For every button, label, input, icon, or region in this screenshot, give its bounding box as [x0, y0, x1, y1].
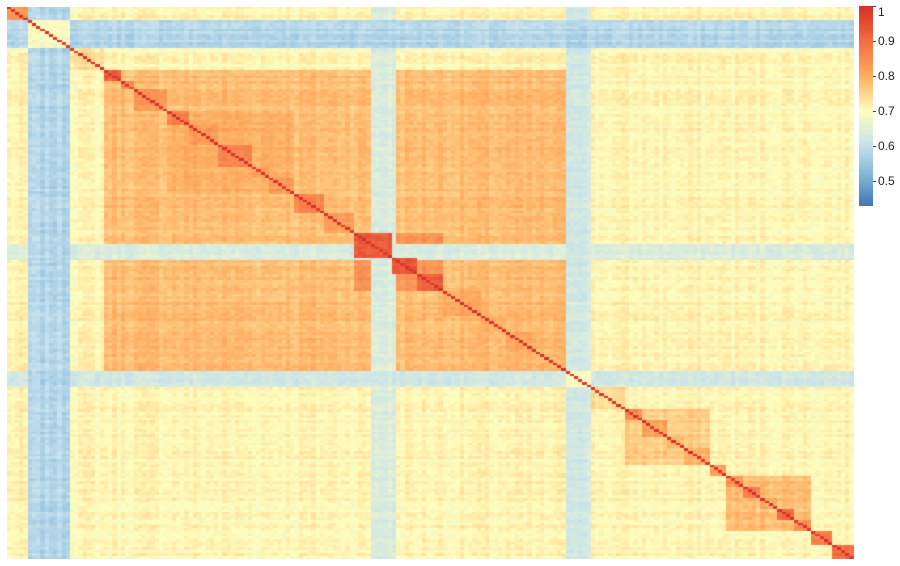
colorbar-tick-label: 0.9	[878, 34, 895, 48]
colorbar-tick-mark	[873, 111, 876, 112]
colorbar-tick-mark	[873, 6, 876, 7]
colorbar-tick-label: 0.5	[878, 174, 895, 188]
colorbar-tick-mark	[873, 146, 876, 147]
colorbar-gradient	[859, 6, 873, 206]
colorbar-tick-label: 0.6	[878, 139, 895, 153]
colorbar-tick-label: 0.7	[878, 104, 895, 118]
color-legend: 1 0.9 0.8 0.7 0.6 0.5	[859, 6, 900, 206]
heatmap-panel	[7, 7, 854, 559]
correlation-heatmap	[7, 7, 854, 559]
colorbar-tick-mark	[873, 41, 876, 42]
colorbar-tick-mark	[873, 181, 876, 182]
colorbar-tick-label: 0.8	[878, 69, 895, 83]
colorbar-tick-mark	[873, 76, 876, 77]
colorbar-tick-label: 1	[878, 5, 885, 19]
